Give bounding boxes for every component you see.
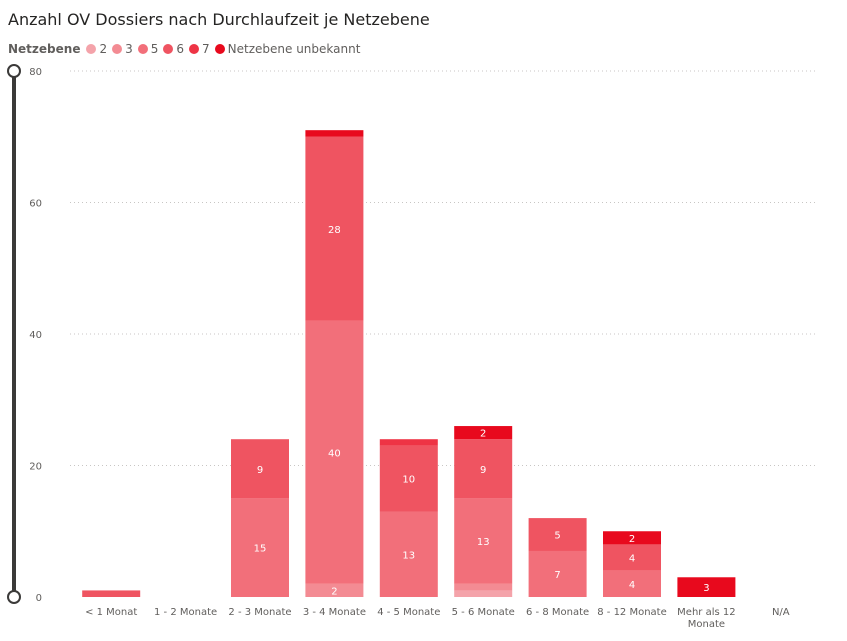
data-labels: 15 9 2 40 28 13 10 13 9 2 7 5 4 4 2 3 (254, 225, 710, 598)
y-axis-zoom-slider[interactable] (7, 64, 21, 604)
legend-item-2[interactable]: 2 (86, 42, 107, 56)
bar-segment[interactable] (454, 439, 513, 499)
y-tick-label: 20 (29, 462, 42, 473)
data-label: 15 (254, 544, 267, 555)
x-category-label: 1 - 2 Monate (154, 607, 217, 618)
x-category-label: N/A (772, 607, 790, 618)
bar-segment[interactable] (379, 511, 438, 597)
data-label: 28 (328, 225, 341, 236)
bar-segment[interactable] (231, 439, 289, 499)
data-label: 7 (554, 570, 560, 581)
data-label: 13 (402, 550, 415, 561)
data-label: 4 (629, 580, 635, 591)
bar-segment[interactable] (603, 531, 661, 545)
bar-segment[interactable] (82, 590, 141, 597)
data-label: 2 (331, 586, 337, 597)
x-category-label: 8 - 12 Monate (597, 607, 667, 618)
data-label: 2 (629, 534, 635, 545)
legend-title: Netzebene (8, 42, 81, 56)
slider-handle-top[interactable] (7, 64, 21, 78)
data-label: 9 (480, 465, 486, 476)
x-category-label: 5 - 6 Monate (452, 607, 515, 618)
legend-label: 5 (150, 42, 159, 56)
bar-segment[interactable] (603, 544, 661, 571)
data-label: 5 (554, 531, 560, 542)
legend-item-5[interactable]: 5 (137, 42, 159, 56)
bar-segment[interactable] (603, 570, 661, 597)
bar-segment[interactable] (454, 590, 513, 597)
legend-label: 2 (99, 42, 108, 56)
legend-dot (112, 44, 123, 54)
x-category-label: 2 - 3 Monate (228, 607, 291, 618)
x-category-label: 6 - 8 Monate (526, 607, 589, 618)
x-category-label: < 1 Monat (85, 607, 137, 618)
bar-segment[interactable] (231, 498, 289, 597)
legend-dot (163, 44, 174, 54)
x-category-label: 4 - 5 Monate (377, 607, 440, 618)
bar-segment[interactable] (454, 498, 513, 584)
data-label: 10 (402, 475, 415, 486)
legend-item-6[interactable]: 6 (163, 42, 184, 56)
bar-segment[interactable] (528, 550, 587, 597)
legend-label: 6 (176, 42, 185, 56)
bar-segment[interactable] (305, 320, 364, 584)
bars (82, 130, 736, 597)
data-label: 2 (480, 429, 486, 440)
legend-dot (86, 44, 97, 54)
legend-label: 7 (202, 42, 210, 56)
x-category-label: 3 - 4 Monate (303, 607, 366, 618)
bar-segment[interactable] (454, 583, 513, 591)
legend-item-7[interactable]: 7 (189, 42, 210, 56)
x-category-label: Mehr als 12 (677, 607, 735, 618)
legend-dot (137, 44, 148, 54)
legend-item-3[interactable]: 3 (112, 42, 133, 56)
bar-segment[interactable] (305, 583, 364, 597)
legend-dot (214, 44, 225, 54)
y-axis-ticks: 0 20 40 60 80 (29, 67, 42, 604)
x-axis-categories: < 1 Monat 1 - 2 Monate 2 - 3 Monate 3 - 4 M… (85, 607, 790, 630)
data-label: 3 (703, 583, 709, 594)
gridlines (70, 70, 818, 466)
y-tick-label: 40 (29, 330, 42, 341)
legend-item-unknown[interactable]: Netzebene unbekannt (214, 42, 361, 56)
data-label: 9 (257, 465, 263, 476)
legend-dot (189, 44, 200, 54)
legend-label: 3 (125, 42, 133, 56)
y-tick-label: 80 (29, 67, 42, 78)
legend-label: Netzebene unbekannt (227, 42, 361, 56)
legend: Netzebene 2 3 5 6 7 Netzebene unbekannt (8, 42, 365, 56)
data-label: 4 (629, 554, 635, 565)
bar-segment[interactable] (305, 136, 364, 321)
bar-segment[interactable] (677, 577, 736, 597)
data-label: 13 (477, 537, 490, 548)
bar-segment[interactable] (305, 130, 364, 137)
chart-title: Anzahl OV Dossiers nach Durchlaufzeit je… (8, 10, 430, 29)
bar-segment[interactable] (528, 518, 587, 551)
bar-segment[interactable] (454, 426, 513, 440)
y-tick-label: 0 (36, 593, 42, 604)
data-label: 40 (328, 448, 341, 459)
bar-segment[interactable] (379, 445, 438, 512)
y-tick-label: 60 (29, 199, 42, 210)
bar-segment[interactable] (379, 439, 438, 446)
x-category-label: Monate (688, 619, 725, 630)
slider-handle-bottom[interactable] (7, 590, 21, 604)
